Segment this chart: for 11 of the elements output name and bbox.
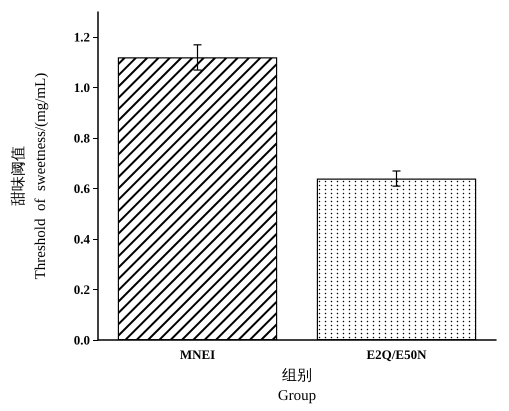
y-tick-label: 0.8	[74, 130, 90, 146]
y-tick-label: 0.2	[74, 282, 90, 298]
y-tick-label: 0.6	[74, 181, 90, 196]
y-tick-label: 1.0	[74, 80, 90, 96]
x-axis-title: 组别 Group	[278, 367, 316, 404]
y-tick-label: 1.2	[74, 30, 90, 45]
x-tick-label: MNEI	[180, 347, 216, 362]
y-axis-title: 甜味阈值 Threshold of sweetness/(mg/mL)	[10, 72, 49, 280]
y-tick-label: 0.4	[74, 232, 90, 247]
x-tick-label: E2Q/E50N	[366, 347, 428, 362]
y-tick-label: 0.0	[74, 332, 90, 348]
